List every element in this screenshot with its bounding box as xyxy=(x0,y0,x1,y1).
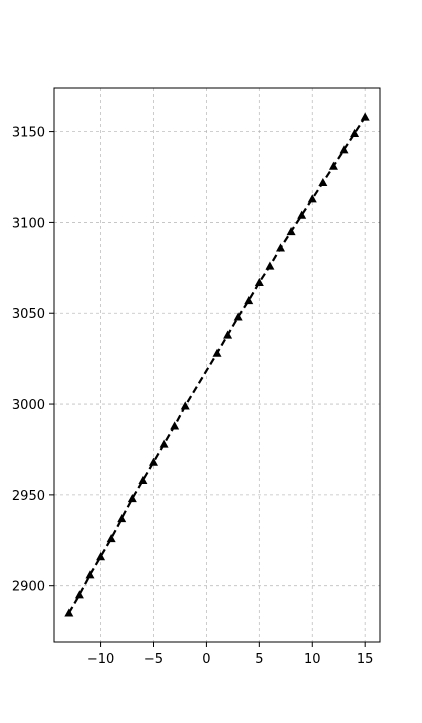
grid xyxy=(54,88,380,642)
data-point xyxy=(265,261,275,270)
y-tick-label: 2950 xyxy=(12,489,45,504)
data-point xyxy=(170,421,180,430)
axes: −10 −5 0 5 10 15 2900 2950 3000 3050 3100 3150 xyxy=(12,126,374,667)
data-point xyxy=(180,401,190,410)
x-tick-label: 15 xyxy=(357,652,374,667)
data-point xyxy=(106,533,116,543)
data-point xyxy=(127,494,137,503)
data-point xyxy=(117,513,127,523)
data-point xyxy=(244,296,254,305)
data-point xyxy=(339,145,349,154)
data-point xyxy=(74,590,84,599)
y-tick-label: 3150 xyxy=(12,126,45,141)
data-point xyxy=(276,243,286,252)
data-point xyxy=(159,439,169,448)
data-point xyxy=(96,552,106,561)
y-tick-label: 2900 xyxy=(12,580,45,595)
x-tick-label: −5 xyxy=(144,652,163,667)
data-point xyxy=(223,330,233,339)
y-tick-label: 3100 xyxy=(12,216,45,231)
x-tick-label: −10 xyxy=(87,652,114,667)
data-point xyxy=(233,312,243,321)
data-point xyxy=(254,277,264,286)
y-tick-label: 3050 xyxy=(12,307,45,322)
data-point xyxy=(138,475,148,484)
data-point xyxy=(360,112,370,121)
x-tick-label: 5 xyxy=(255,652,263,667)
data-point xyxy=(85,570,95,579)
y-tick-label: 3000 xyxy=(12,398,45,413)
data-point xyxy=(328,161,338,170)
data-point xyxy=(286,226,296,236)
series-layer xyxy=(64,112,370,617)
data-point xyxy=(148,457,158,466)
data-point xyxy=(307,194,317,203)
x-tick-label: 10 xyxy=(304,652,321,667)
data-point xyxy=(64,608,74,617)
x-tick-label: 0 xyxy=(202,652,210,667)
data-point xyxy=(297,210,307,219)
data-point xyxy=(212,348,222,357)
data-point xyxy=(350,128,360,138)
plot-frame xyxy=(53,87,381,643)
data-point xyxy=(318,177,328,187)
